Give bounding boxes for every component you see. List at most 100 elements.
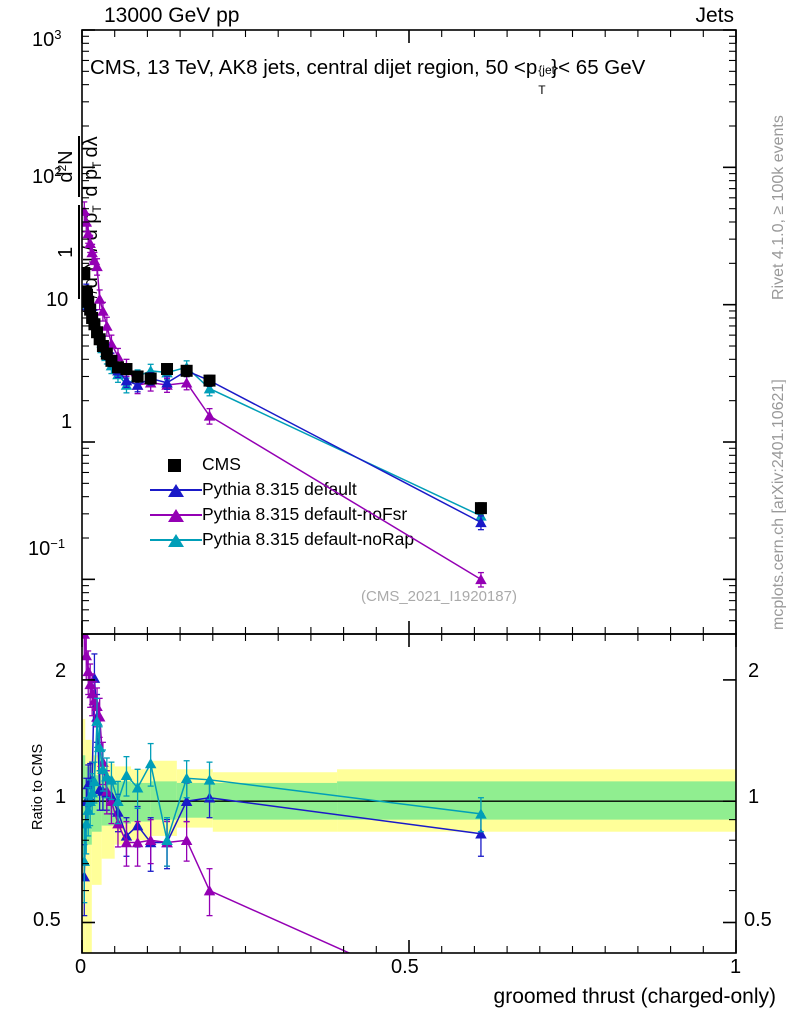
- ratio-pythia-8-315-default-marker: [84, 775, 96, 787]
- main-cms-marker: [88, 318, 101, 331]
- legend-item-1: Pythia 8.315 default: [150, 477, 414, 502]
- ratio-pythia-8-315-default-line: [83, 678, 482, 877]
- ratio-band-inner-9: [337, 781, 736, 820]
- ratio-band-outer-8: [212, 772, 338, 832]
- ratio-pythia-8-315-default-norap-marker: [82, 855, 91, 866]
- legend-triangle-marker: [150, 480, 202, 500]
- main-pythia-8-315-default-nofsr-marker: [203, 410, 216, 421]
- xaxis-label: groomed thrust (charged-only): [493, 985, 776, 1008]
- legend-label: Pythia 8.315 default-noRap: [202, 529, 415, 549]
- main-pythia-8-315-default-nofsr-marker: [120, 361, 133, 373]
- ratio-band-inner-2: [91, 775, 102, 832]
- main-cms-marker: [93, 333, 106, 346]
- ratio-ytick-1-right: 1: [748, 786, 760, 808]
- ratio-pythia-8-315-default-marker: [82, 871, 91, 882]
- ratio-pythia-8-315-default-norap-marker: [82, 818, 93, 829]
- ratio-pythia-8-315-default-nofsr-marker: [91, 700, 103, 712]
- ratio-ytick-0p5-left: 0.5: [33, 909, 61, 931]
- main-pythia-8-315-default-norap-marker: [112, 369, 124, 380]
- legend-item-0: CMS: [150, 452, 414, 477]
- rivet-version-label: Rivet 4.1.0, ≥ 100k events: [770, 115, 786, 300]
- plot-title-tail: }< 65 GeV: [551, 56, 646, 79]
- ratio-pythia-8-315-default-nofsr-marker: [475, 1006, 487, 1016]
- yaxis-num-dpt: d p: [80, 168, 102, 197]
- main-pythia-8-315-default-norap-marker: [203, 383, 216, 394]
- main-cms-marker: [180, 364, 193, 377]
- ratio-pythia-8-315-default-norap-marker: [91, 715, 103, 726]
- main-pythia-8-315-default-norap-marker: [88, 315, 101, 326]
- ytick-0p1: 10−1: [28, 536, 66, 560]
- ytick-10: 10: [46, 289, 69, 311]
- main-cms-marker: [96, 340, 109, 353]
- ratio-pythia-8-315-default-marker: [101, 787, 113, 798]
- ratio-band-outer-5: [131, 769, 151, 841]
- main-pythia-8-315-default-nofsr-marker: [105, 338, 118, 349]
- ratio-band-inner-8: [212, 782, 338, 820]
- ratio-pythia-8-315-default-nofsr-marker: [101, 785, 113, 796]
- ratio-pythia-8-315-default-nofsr-marker: [120, 836, 133, 848]
- main-cms-marker: [144, 372, 157, 385]
- yaxis-den-b: d N / d p: [80, 212, 102, 289]
- ratio-ytick-0p5-right: 0.5: [744, 909, 772, 931]
- ratio-band-inner-6: [150, 781, 177, 820]
- ratio-pythia-8-315-default-marker: [112, 806, 124, 817]
- ratio-pythia-8-315-default-norap-marker: [203, 774, 216, 785]
- main-pythia-8-315-default-nofsr-marker: [131, 379, 144, 390]
- main-pythia-8-315-default-norap-marker: [91, 323, 103, 335]
- ratio-pythia-8-315-default-norap-marker: [105, 774, 118, 785]
- ratio-panel-frame: [81, 633, 737, 954]
- main-pythia-8-315-default-marker: [475, 516, 487, 528]
- yaxis-num-dpt-sub: T: [90, 161, 104, 169]
- ratio-band-inner-3: [101, 779, 115, 826]
- ratio-pythia-8-315-default-norap-marker: [88, 775, 101, 787]
- main-pythia-8-315-default-nofsr-marker: [101, 320, 113, 331]
- ytick-1: 1: [61, 411, 73, 433]
- ratio-pythia-8-315-default-marker: [82, 795, 93, 806]
- ratio-band-inner-4: [114, 781, 132, 824]
- main-pythia-8-315-default-norap-marker: [475, 510, 487, 521]
- ratio-pythia-8-315-default-marker: [203, 792, 216, 803]
- ratio-pythia-8-315-default-marker: [82, 779, 94, 790]
- main-pythia-8-315-default-marker: [144, 373, 157, 384]
- header-right: Jets: [695, 4, 734, 27]
- ratio-pythia-8-315-default-marker: [91, 711, 103, 722]
- main-pythia-8-315-default-marker: [131, 379, 144, 390]
- main-pythia-8-315-default-norap-marker: [120, 379, 133, 390]
- main-pythia-8-315-default-norap-marker: [144, 365, 157, 376]
- ratio-pythia-8-315-default-nofsr-line: [83, 634, 352, 953]
- main-pythia-8-315-default-nofsr-marker: [112, 350, 124, 362]
- main-cms-marker: [100, 347, 113, 360]
- plot-title-main: CMS, 13 TeV, AK8 jets, central dijet reg…: [90, 56, 538, 79]
- ratio-ytick-1-left: 1: [55, 786, 67, 808]
- ratio-pythia-8-315-default-norap-marker: [82, 804, 94, 815]
- ratio-pythia-8-315-default-marker: [88, 672, 101, 683]
- ratio-pythia-8-315-default-nofsr-marker: [97, 756, 109, 767]
- main-pythia-8-315-default-norap-marker: [97, 342, 109, 354]
- plot-title-superscript: {jet: [538, 63, 555, 77]
- ratio-ytick-2-left: 2: [55, 660, 67, 682]
- main-cms-marker: [105, 354, 118, 367]
- main-cms-marker: [161, 363, 174, 376]
- ratio-pythia-8-315-default-norap-marker: [112, 795, 124, 806]
- main-pythia-8-315-default-norap-marker: [161, 367, 173, 378]
- main-cms-marker: [91, 326, 104, 339]
- ratio-pythia-8-315-default-norap-marker: [180, 772, 193, 784]
- main-pythia-8-315-default-marker: [97, 337, 109, 348]
- main-pythia-8-315-default-marker: [180, 365, 193, 376]
- ratio-band-inner-1: [85, 766, 92, 845]
- ratio-pythia-8-315-default-nofsr-marker: [82, 634, 91, 639]
- main-pythia-8-315-default-norap-marker: [93, 333, 106, 345]
- main-pythia-8-315-default-marker: [93, 329, 106, 340]
- ytick-1000: 103: [32, 27, 62, 51]
- ratio-band-inner-5: [131, 782, 151, 822]
- main-pythia-8-315-default-marker: [112, 365, 124, 376]
- ratio-pythia-8-315-default-nofsr-marker: [82, 665, 94, 677]
- main-pythia-8-315-default-nofsr-marker: [161, 379, 173, 390]
- legend-label: Pythia 8.315 default-noFsr: [202, 504, 408, 524]
- legend-triangle-marker: [150, 530, 202, 550]
- ratio-pythia-8-315-default-marker: [86, 774, 98, 785]
- yaxis-den-hash: #: [80, 288, 102, 300]
- yaxis-hash: #: [80, 304, 103, 316]
- ratio-pythia-8-315-default-marker: [161, 836, 173, 848]
